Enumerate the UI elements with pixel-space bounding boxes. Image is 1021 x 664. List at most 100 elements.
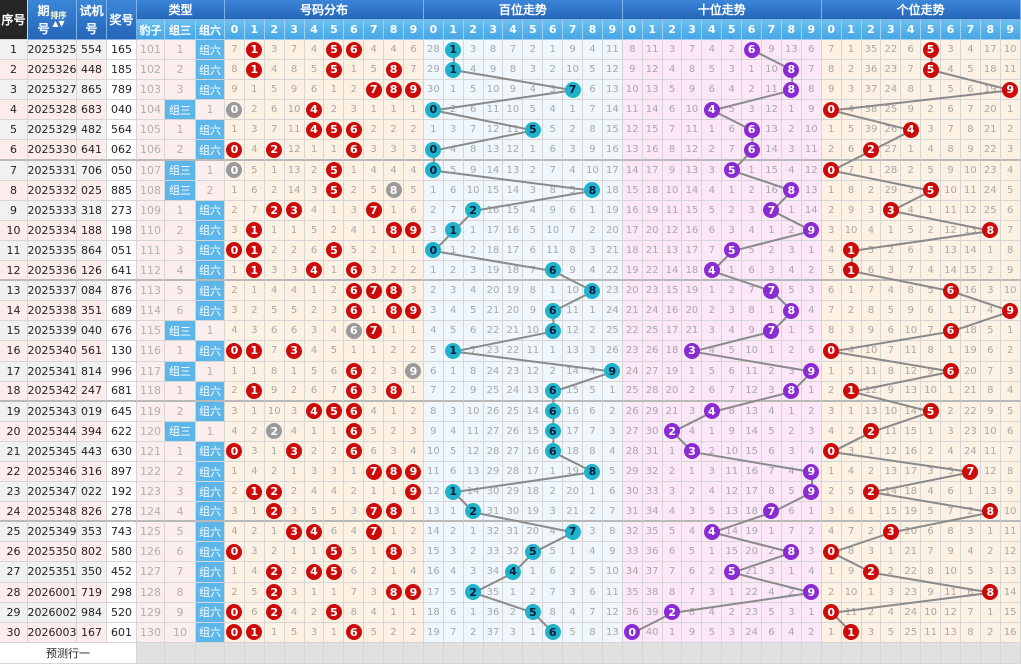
miss-count: 16 [566, 405, 579, 417]
predict-cell[interactable] [662, 642, 683, 664]
predict-cell[interactable] [861, 642, 882, 664]
miss-count: 5 [668, 526, 676, 538]
predict-cell[interactable] [742, 642, 763, 664]
predict-cell[interactable] [980, 642, 1001, 664]
hundreds-cell: 3 [543, 502, 564, 523]
predict-cell[interactable] [196, 642, 225, 664]
header-issue[interactable]: 期 号 排序 ▲▼ [28, 0, 77, 40]
predict-cell[interactable] [960, 642, 981, 664]
predict-cell[interactable] [384, 642, 405, 664]
distribution-cell: 2 [384, 261, 405, 282]
miss-count: 26 [625, 405, 639, 417]
miss-count: 10 [884, 405, 898, 417]
predict-cell[interactable] [483, 642, 504, 664]
predict-cell[interactable] [1000, 642, 1021, 664]
predict-cell[interactable] [364, 642, 385, 664]
tens-cell: 6 [801, 341, 822, 362]
predict-cell[interactable] [583, 642, 603, 664]
predict-cell[interactable] [443, 642, 464, 664]
miss-count: 14 [606, 104, 619, 116]
units-cell: 8 [1000, 240, 1021, 262]
units-cell: 20 [960, 361, 981, 382]
tens-cell: 1 [662, 441, 683, 462]
predict-cell[interactable] [602, 642, 623, 664]
units-cell: 5 [921, 60, 942, 81]
predict-cell[interactable] [165, 642, 196, 664]
predict-row-label[interactable]: 预测行一 [0, 642, 137, 664]
predict-cell[interactable] [881, 642, 902, 664]
row-issue: 2025338 [28, 301, 77, 322]
distribution-cell: 3 [344, 100, 365, 121]
predict-cell[interactable] [543, 642, 564, 664]
predict-cell[interactable] [463, 642, 484, 664]
predict-cell[interactable] [404, 642, 424, 664]
miss-count: 1 [390, 104, 397, 116]
tens-cell: 3 [722, 301, 743, 322]
predict-cell[interactable] [781, 642, 802, 664]
predict-cell[interactable] [941, 642, 961, 664]
units-cell: 6 [881, 321, 902, 342]
tens-cell: 3 [682, 341, 703, 362]
miss-count: 20 [645, 224, 659, 236]
tens-cell: 27 [642, 361, 663, 382]
predict-cell[interactable] [622, 642, 643, 664]
miss-count: 9 [609, 546, 616, 558]
sort-button[interactable]: 排序 ▲▼ [51, 11, 67, 28]
units-cell: 2 [861, 180, 882, 201]
miss-count: 16 [765, 184, 778, 196]
miss-count: 11 [606, 586, 619, 598]
predict-cell[interactable] [264, 642, 285, 664]
tens-cell: 13 [762, 120, 782, 141]
predict-cell[interactable] [702, 642, 723, 664]
predict-cell[interactable] [841, 642, 862, 664]
row-trial-number: 084 [77, 281, 107, 302]
predict-cell[interactable] [423, 642, 444, 664]
predict-cell[interactable] [344, 642, 365, 664]
predict-cell[interactable] [901, 642, 922, 664]
predict-cell[interactable] [503, 642, 524, 664]
distribution-cell: 1 [384, 200, 405, 221]
miss-count: 7 [271, 345, 278, 357]
predict-cell[interactable] [563, 642, 584, 664]
miss-count: 31 [506, 526, 520, 538]
hundreds-cell: 17 [602, 160, 623, 181]
miss-count: 11 [287, 124, 301, 136]
predict-cell[interactable] [642, 642, 663, 664]
predict-cell[interactable] [801, 642, 822, 664]
hundreds-ball: 6 [544, 423, 561, 440]
predict-cell[interactable] [921, 642, 942, 664]
row-draw-number: 622 [107, 421, 137, 442]
predict-cell[interactable] [722, 642, 743, 664]
hundreds-ball: 2 [465, 503, 482, 520]
units-cell: 8 [960, 120, 981, 141]
predict-cell[interactable] [244, 642, 265, 664]
hundreds-cell: 13 [523, 381, 544, 402]
predict-cell[interactable] [523, 642, 544, 664]
predict-cell[interactable] [137, 642, 165, 664]
tens-cell: 3 [662, 40, 683, 61]
tens-cell: 4 [702, 341, 723, 362]
row-seq: 26 [0, 542, 28, 563]
distribution-cell: 7 [364, 281, 385, 302]
miss-count: 22 [506, 345, 520, 357]
miss-count: 2 [569, 124, 576, 136]
predict-cell[interactable] [682, 642, 703, 664]
miss-count: 2 [827, 385, 835, 397]
miss-count: 1 [231, 466, 238, 478]
predict-cell[interactable] [225, 642, 245, 664]
units-cell: 10 [1000, 40, 1021, 61]
predict-cell[interactable] [304, 642, 325, 664]
miss-count: 8 [589, 445, 596, 457]
miss-count: 3 [350, 204, 357, 216]
row-trial-number: 167 [77, 622, 107, 643]
predict-cell[interactable] [821, 642, 842, 664]
predict-cell[interactable] [324, 642, 345, 664]
hundreds-cell: 2 [443, 381, 464, 402]
distribution-cell: 3 [284, 341, 305, 362]
predict-cell[interactable] [284, 642, 305, 664]
distribution-cell: 2 [404, 261, 424, 282]
miss-count: 7 [549, 586, 556, 598]
distribution-cell: 8 [384, 281, 405, 302]
predict-cell[interactable] [762, 642, 782, 664]
miss-count: 19 [964, 345, 977, 357]
